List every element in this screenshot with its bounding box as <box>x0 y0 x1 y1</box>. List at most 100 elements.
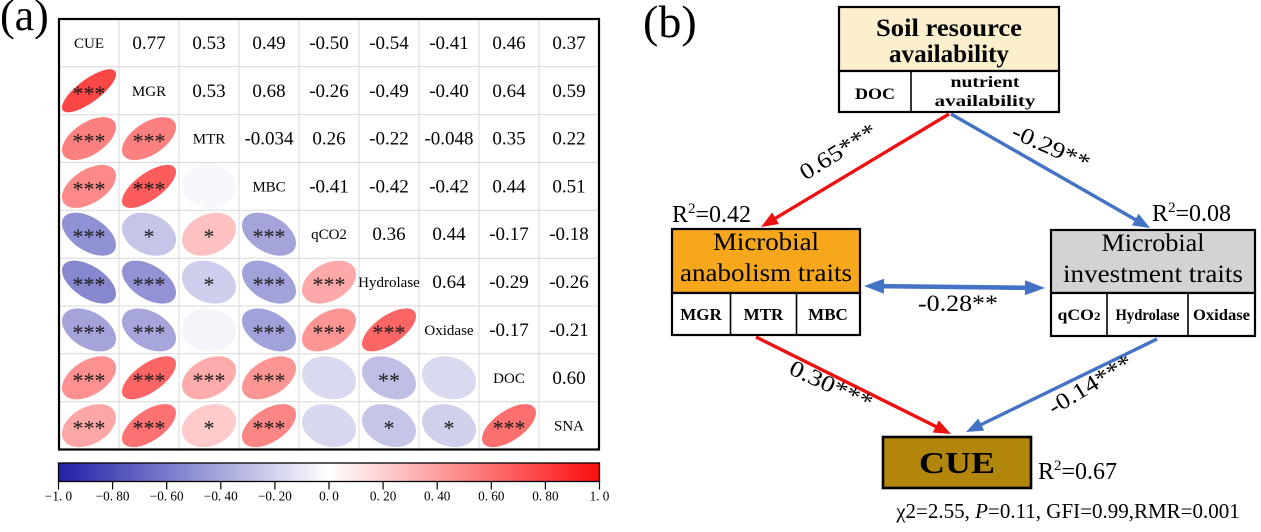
svg-text:***: *** <box>133 368 166 393</box>
svg-text:0.46: 0.46 <box>492 33 525 54</box>
svg-text:-0.21: -0.21 <box>549 320 589 341</box>
svg-text:***: *** <box>73 81 106 106</box>
svg-text:DOC: DOC <box>855 86 895 103</box>
svg-text:-0.26: -0.26 <box>549 272 589 293</box>
svg-text:MTR: MTR <box>193 132 226 148</box>
svg-text:***: *** <box>133 176 166 201</box>
svg-text:0.49: 0.49 <box>252 33 285 54</box>
svg-text:-0.40: -0.40 <box>429 81 469 102</box>
svg-text:MGR: MGR <box>132 84 166 100</box>
svg-text:0.77: 0.77 <box>132 33 165 54</box>
svg-text:χ2=2.55, P=0.11, GFI=0.99,RMR=: χ2=2.55, P=0.11, GFI=0.99,RMR=0.001 <box>895 499 1240 523</box>
svg-text:***: *** <box>73 176 106 201</box>
svg-text:availability: availability <box>889 41 1009 68</box>
svg-text:R2=0.42: R2=0.42 <box>672 201 751 228</box>
svg-text:(a): (a) <box>0 0 49 40</box>
svg-text:nutrient: nutrient <box>951 74 1021 91</box>
svg-text:0.37: 0.37 <box>552 33 585 54</box>
svg-text:***: *** <box>253 320 286 345</box>
svg-text:qCO2: qCO2 <box>1058 307 1101 324</box>
svg-text:Microbial: Microbial <box>1102 230 1205 257</box>
svg-text:-0.17: -0.17 <box>489 320 529 341</box>
svg-text:0. 80: 0. 80 <box>532 489 559 504</box>
svg-text:Microbial: Microbial <box>713 229 819 256</box>
svg-text:***: *** <box>133 320 166 345</box>
svg-text:-0.41: -0.41 <box>309 176 349 197</box>
svg-text:0.35: 0.35 <box>492 129 525 150</box>
svg-text:***: *** <box>73 272 106 297</box>
svg-text:0. 0: 0. 0 <box>319 489 339 504</box>
svg-text:***: *** <box>253 272 286 297</box>
svg-text:CUE: CUE <box>919 445 995 480</box>
svg-text:Hydrolase: Hydrolase <box>1116 307 1180 324</box>
svg-text:0. 20: 0. 20 <box>370 489 397 504</box>
svg-text:***: *** <box>253 416 286 441</box>
svg-text:*: * <box>144 224 155 249</box>
svg-text:***: *** <box>373 320 406 345</box>
svg-text:-0.49: -0.49 <box>369 81 409 102</box>
svg-text:***: *** <box>193 368 226 393</box>
svg-text:DOC: DOC <box>493 371 525 387</box>
svg-text:1. 0: 1. 0 <box>590 489 610 504</box>
svg-text:0.53: 0.53 <box>192 81 225 102</box>
svg-text:MBC: MBC <box>808 305 848 324</box>
svg-text:0.51: 0.51 <box>552 176 585 197</box>
svg-text:R2=0.67: R2=0.67 <box>1038 458 1117 485</box>
svg-text:-0.048: -0.048 <box>424 129 473 150</box>
svg-text:R2=0.08: R2=0.08 <box>1152 200 1231 227</box>
svg-text:*: * <box>384 416 395 441</box>
svg-text:-0.50: -0.50 <box>309 33 349 54</box>
svg-text:***: *** <box>133 272 166 297</box>
svg-text:-0.54: -0.54 <box>369 33 409 54</box>
svg-text:0.64: 0.64 <box>492 81 526 102</box>
svg-text:0.44: 0.44 <box>432 224 466 245</box>
svg-text:0.26: 0.26 <box>312 129 345 150</box>
svg-text:SNA: SNA <box>554 419 584 435</box>
svg-text:**: ** <box>378 368 400 393</box>
svg-text:Hydrolase: Hydrolase <box>358 275 420 291</box>
svg-text:0.64: 0.64 <box>432 272 466 293</box>
svg-text:-0.17: -0.17 <box>489 224 529 245</box>
svg-text:−0. 60: −0. 60 <box>150 489 184 504</box>
svg-text:Oxidase: Oxidase <box>1193 307 1250 324</box>
svg-text:MBC: MBC <box>252 179 285 195</box>
svg-text:-0.18: -0.18 <box>549 224 589 245</box>
svg-text:0.22: 0.22 <box>552 129 585 150</box>
svg-text:0. 60: 0. 60 <box>478 489 505 504</box>
svg-text:qCO2: qCO2 <box>311 227 347 243</box>
svg-text:anabolism traits: anabolism traits <box>680 260 852 287</box>
svg-text:-0.42: -0.42 <box>429 176 469 197</box>
svg-text:-0.42: -0.42 <box>369 176 409 197</box>
svg-text:−0. 80: −0. 80 <box>96 489 130 504</box>
svg-text:***: *** <box>253 224 286 249</box>
svg-text:***: *** <box>73 416 106 441</box>
svg-text:MGR: MGR <box>680 305 722 324</box>
svg-text:CUE: CUE <box>74 36 104 52</box>
svg-text:Oxidase: Oxidase <box>424 323 473 339</box>
svg-text:***: *** <box>313 272 346 297</box>
svg-text:***: *** <box>73 320 106 345</box>
svg-text:−0. 40: −0. 40 <box>204 489 238 504</box>
svg-text:−0. 20: −0. 20 <box>258 489 292 504</box>
svg-text:***: *** <box>253 368 286 393</box>
svg-text:-0.22: -0.22 <box>369 129 409 150</box>
svg-text:−1. 0: −1. 0 <box>45 489 73 504</box>
svg-text:***: *** <box>493 416 526 441</box>
svg-text:***: *** <box>133 129 166 154</box>
svg-text:0.44: 0.44 <box>492 176 526 197</box>
svg-text:*: * <box>204 224 215 249</box>
svg-text:(b): (b) <box>643 0 697 47</box>
svg-text:availability: availability <box>935 93 1036 110</box>
svg-text:0.60: 0.60 <box>552 368 585 389</box>
svg-text:-0.28**: -0.28** <box>918 291 998 316</box>
svg-text:*: * <box>204 416 215 441</box>
svg-text:-0.29: -0.29 <box>489 272 529 293</box>
svg-text:0. 40: 0. 40 <box>424 489 451 504</box>
svg-text:*: * <box>444 416 455 441</box>
svg-text:***: *** <box>133 416 166 441</box>
svg-text:0.59: 0.59 <box>552 81 585 102</box>
svg-text:-0.26: -0.26 <box>309 81 349 102</box>
svg-text:***: *** <box>73 224 106 249</box>
svg-text:MTR: MTR <box>744 305 784 324</box>
svg-text:***: *** <box>73 368 106 393</box>
